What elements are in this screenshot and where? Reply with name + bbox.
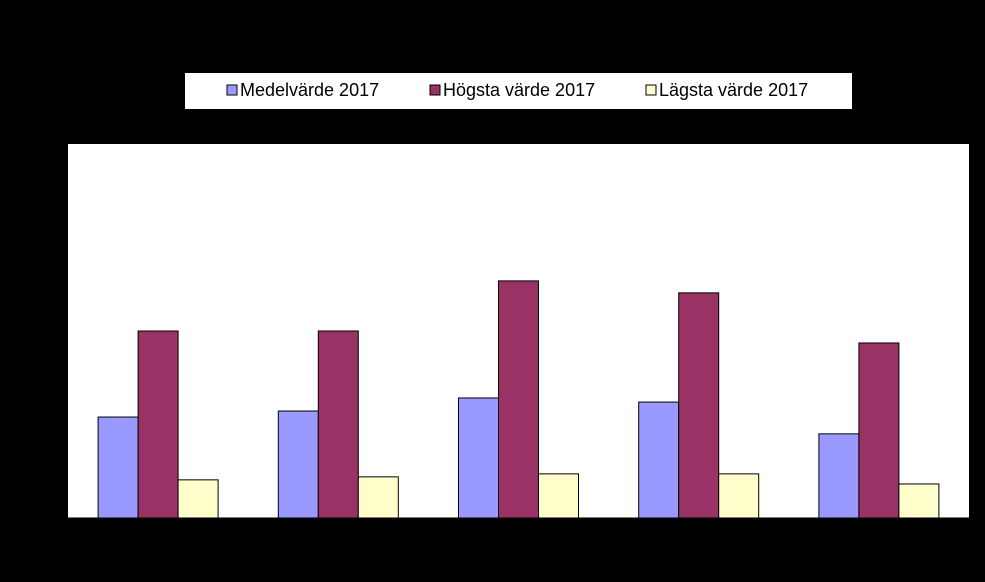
- bar: [538, 473, 579, 519]
- bar: [137, 330, 179, 519]
- bar: [357, 476, 399, 519]
- legend-label: Lägsta värde 2017: [659, 80, 808, 100]
- legend-swatch: [645, 84, 657, 96]
- bar: [638, 401, 680, 519]
- bar: [317, 330, 359, 519]
- bar: [177, 479, 219, 519]
- bar: [277, 410, 319, 519]
- legend-swatch: [226, 84, 238, 96]
- bar: [818, 433, 860, 519]
- bar: [678, 292, 720, 519]
- bar: [718, 473, 760, 519]
- bar: [458, 397, 499, 519]
- legend-label: Medelvärde 2017: [240, 80, 379, 100]
- legend-box: [185, 73, 852, 109]
- bar: [97, 416, 139, 519]
- legend-swatch: [429, 84, 441, 96]
- bar: [498, 280, 539, 519]
- legend-label: Högsta värde 2017: [443, 80, 595, 100]
- bar: [898, 483, 940, 519]
- bar: [858, 342, 900, 519]
